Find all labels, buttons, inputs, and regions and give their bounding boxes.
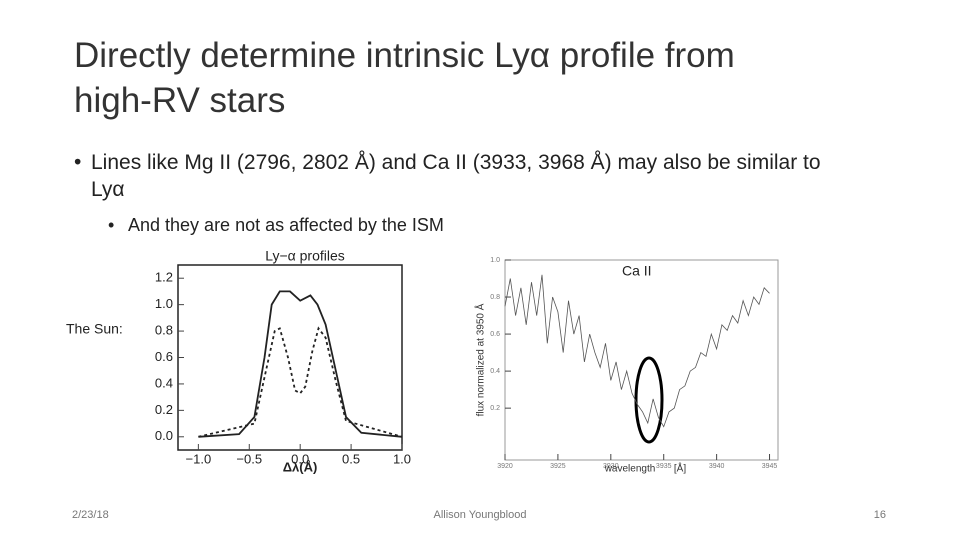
series-line [198,326,403,438]
y-tick-label: 0.2 [490,405,500,412]
x-tick-label: −0.5 [236,451,262,466]
y-tick-label: 1.2 [155,270,173,285]
bullet-dot: • [74,151,81,174]
sub-bullet: And they are not as affected by the ISM [128,215,444,235]
figure-label: The Sun: [66,321,123,337]
plot-frame [177,264,403,451]
x-tick-label: 3920 [497,463,513,470]
y-tick-label: 1.0 [155,296,173,311]
x-tick-label: 3925 [550,463,566,470]
series-line [504,274,770,428]
series-line [198,290,403,438]
y-tick-label: 0.6 [155,349,173,364]
slide-title: Directly determine intrinsic Lyα profile… [74,36,735,120]
y-tick-label: 0.0 [155,428,173,443]
x-tick-label: 3940 [709,463,725,470]
bullet-dot: • [108,215,114,235]
chart-title: Ly−α profiles [265,248,345,264]
y-tick-label: 0.4 [155,375,173,390]
footer-author: Allison Youngblood [434,509,527,521]
x-tick-label: 1.0 [393,451,411,466]
x-tick-label: 0.0 [291,451,309,466]
highlight-ellipse [634,356,664,444]
figure-label: Ca II [622,263,652,279]
y-tick-label: 0.8 [490,294,500,301]
y-tick-label: 0.6 [490,331,500,338]
x-tick-label: 3930 [603,463,619,470]
x-tick-label: 3945 [762,463,778,470]
y-tick-label: 1.0 [490,257,500,264]
y-axis-label: flux normalized at 3950 Å [474,303,487,416]
y-tick-label: 0.2 [155,402,173,417]
plot-frame [504,259,779,461]
bullet: Lines like Mg II (2796, 2802 Å) and Ca I… [91,151,821,201]
x-tick-label: 3935 [656,463,672,470]
x-tick-label: 0.5 [342,451,360,466]
x-tick-label: −1.0 [186,451,212,466]
x-axis-label: wavelength [604,464,656,475]
x-axis-unit: [Å] [674,462,686,475]
x-axis-label: Δλ(Å) [283,459,318,474]
footer-page: 16 [874,509,886,521]
y-tick-label: 0.4 [490,368,500,375]
y-tick-label: 0.8 [155,323,173,338]
footer-date: 2/23/18 [72,509,109,521]
